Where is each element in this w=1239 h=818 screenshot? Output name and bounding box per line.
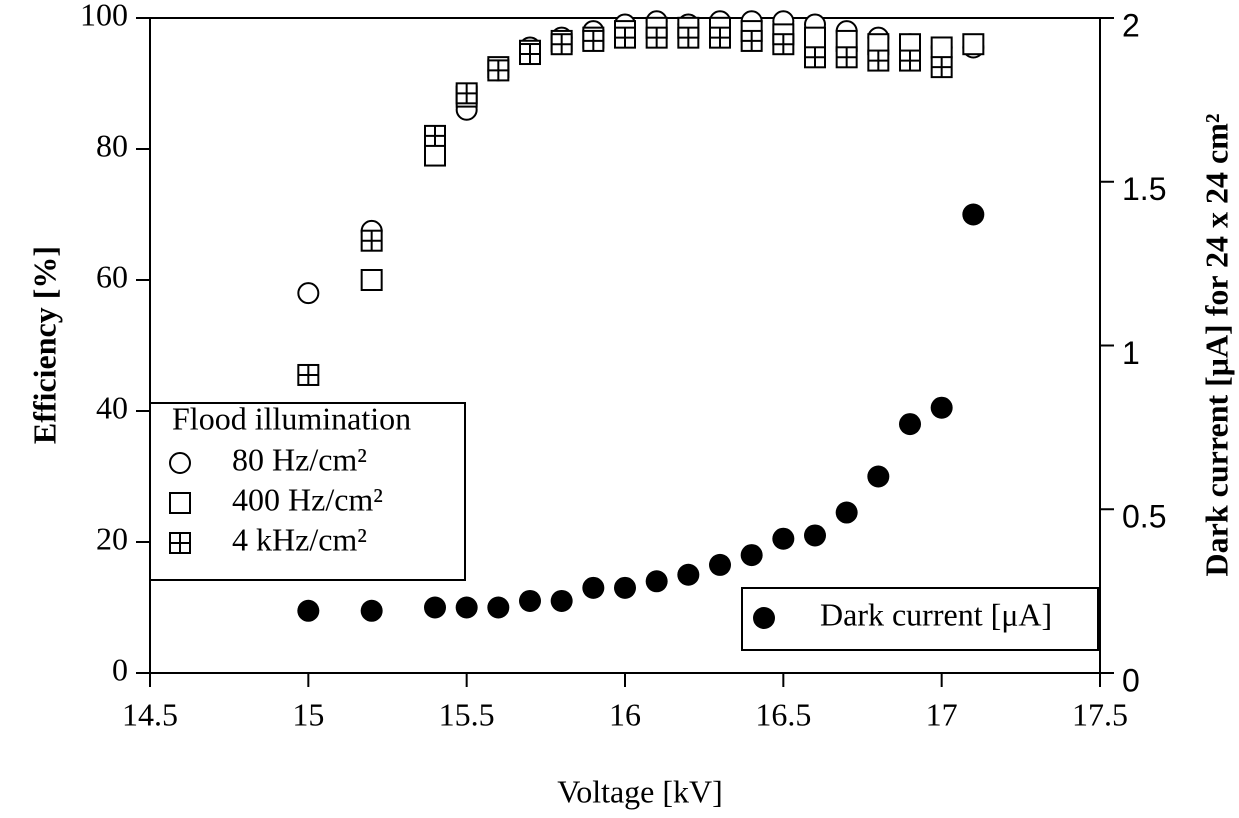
legend-label: Dark current [μA] [820, 596, 1052, 632]
point [709, 553, 731, 576]
legend-label: 4 kHz/cm² [232, 521, 367, 557]
point [360, 229, 383, 252]
x-tick-label: 17 [926, 696, 958, 732]
point [360, 599, 383, 622]
point [614, 26, 636, 49]
point [455, 82, 478, 105]
point [487, 596, 510, 619]
point [740, 544, 763, 567]
y-axis-label: Efficiency [%] [26, 246, 62, 444]
point [899, 413, 921, 436]
x-tick-label: 15 [292, 696, 324, 732]
marker-box [169, 492, 191, 514]
marker-box [360, 269, 383, 291]
point [645, 570, 668, 593]
point [772, 33, 795, 56]
point [677, 26, 700, 49]
legend-marker [169, 492, 191, 514]
point [709, 26, 731, 49]
y-tick-label: 80 [96, 127, 128, 163]
legend-label: 80 Hz/cm² [232, 441, 367, 477]
point [424, 596, 446, 619]
point [360, 269, 383, 291]
marker-box [962, 33, 985, 56]
x-tick-label: 14.5 [122, 696, 178, 732]
point [424, 124, 446, 147]
legend-marker [753, 607, 775, 629]
point [582, 29, 605, 52]
y-tick-label: 60 [96, 258, 128, 294]
point [582, 576, 605, 599]
y-tick-label: 40 [96, 389, 128, 425]
legend-box [149, 402, 466, 581]
point [804, 524, 826, 547]
point [519, 589, 541, 612]
x-tick-label: 15.5 [439, 696, 495, 732]
y2-tick-label: 0 [1122, 662, 1140, 698]
marker-box [424, 144, 446, 167]
legend-label: 400 Hz/cm² [232, 481, 383, 517]
point [550, 33, 573, 56]
point [962, 203, 985, 226]
point [519, 43, 541, 66]
marker-box [930, 36, 953, 59]
y2-axis-label: Dark current [μA] for 24 x 24 cm² [1198, 114, 1234, 577]
point [645, 26, 668, 49]
x-axis-label: Voltage [kV] [557, 773, 723, 809]
legend-marker [169, 452, 191, 474]
point [740, 29, 763, 52]
point [804, 26, 826, 49]
point [297, 599, 320, 622]
legend-marker [169, 532, 191, 554]
point [297, 282, 320, 305]
point [487, 59, 510, 82]
point [867, 49, 890, 72]
x-tick-label: 16 [609, 696, 641, 732]
y-tick-label: 100 [80, 0, 128, 32]
y2-tick-label: 1 [1122, 335, 1140, 371]
y2-tick-label: 2 [1122, 7, 1140, 43]
legend-box [741, 587, 1099, 651]
point [424, 144, 446, 167]
point [899, 49, 921, 72]
point [550, 589, 573, 612]
x-tick-label: 17.5 [1072, 696, 1128, 732]
y2-tick-label: 0.5 [1122, 499, 1166, 535]
point [804, 46, 826, 69]
point [455, 596, 478, 619]
point [835, 46, 858, 69]
y2-tick-label: 1.5 [1122, 171, 1166, 207]
point [930, 36, 953, 59]
point [772, 527, 795, 550]
point [930, 56, 953, 79]
point [930, 396, 953, 419]
x-tick-label: 16.5 [755, 696, 811, 732]
point [677, 563, 700, 586]
y-tick-label: 0 [112, 651, 128, 687]
point [867, 465, 890, 488]
point [614, 576, 636, 599]
marker-box [804, 26, 826, 49]
point [835, 501, 858, 524]
y-tick-label: 20 [96, 520, 128, 556]
legend-title: Flood illumination [172, 400, 411, 436]
point [962, 33, 985, 56]
point [297, 363, 320, 386]
